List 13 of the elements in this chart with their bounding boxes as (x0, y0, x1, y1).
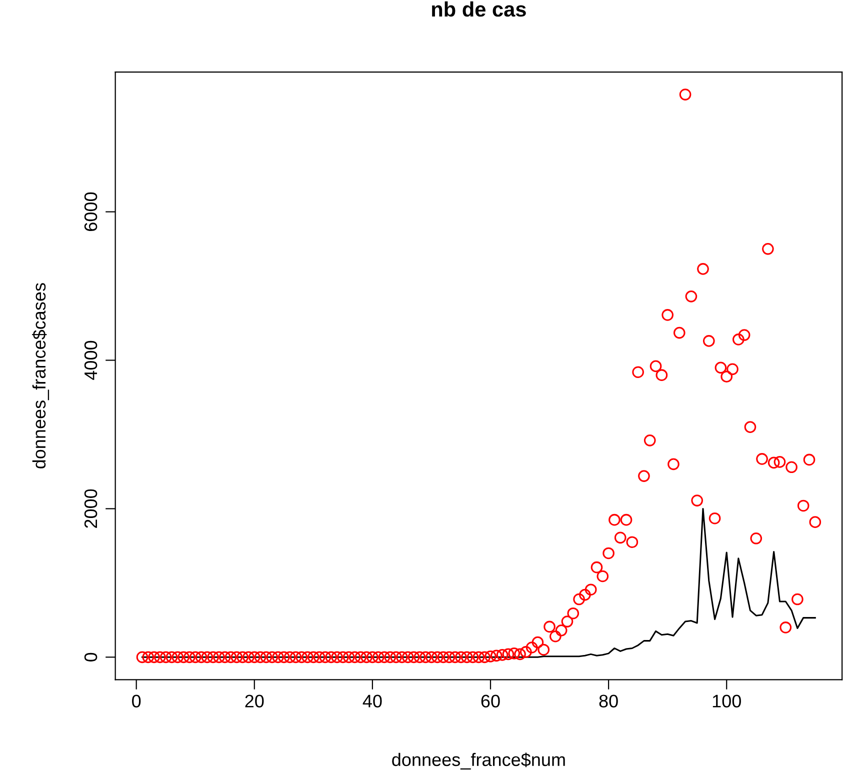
chart-title: nb de cas (432, 1, 526, 17)
y-tick-label: 6000 (84, 192, 98, 231)
x-axis-title: donnees_france$num (392, 752, 565, 770)
y-axis-title: donnees_france$cases (32, 283, 50, 468)
y-tick-label: 2000 (84, 489, 98, 528)
x-tick-label: 0 (132, 694, 141, 708)
x-tick-label: 40 (362, 694, 382, 708)
y-tick-label: 4000 (84, 340, 98, 380)
x-tick-label: 20 (245, 694, 264, 708)
x-tick-label: 100 (712, 694, 741, 708)
y-tick-label: 0 (84, 652, 98, 662)
x-tick-label: 80 (599, 694, 618, 708)
x-tick-label: 60 (481, 694, 500, 708)
